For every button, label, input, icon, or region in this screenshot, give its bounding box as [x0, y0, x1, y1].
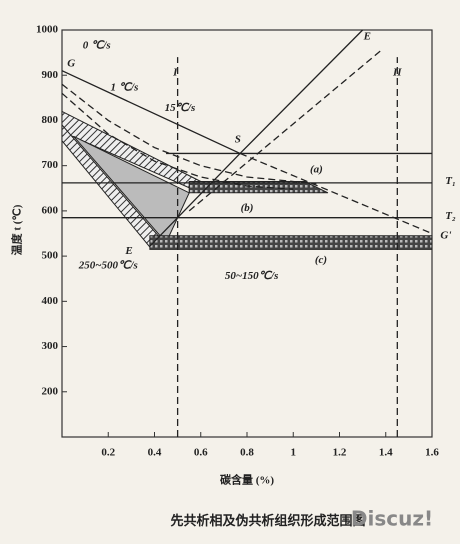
- x-tick-label: 0.8: [240, 447, 254, 459]
- annotation: 15℃/s: [165, 102, 196, 114]
- y-tick-label: 600: [42, 204, 59, 216]
- y-axis-label: 温度 t (℃): [10, 204, 24, 255]
- region: [149, 235, 433, 250]
- y-tick-label: 200: [42, 385, 59, 397]
- curve: [61, 83, 317, 185]
- annotation: E: [124, 245, 132, 257]
- annotation: II: [392, 66, 402, 78]
- annotation: T₁: [445, 175, 456, 187]
- curve: [239, 152, 433, 235]
- annotation: T₂: [445, 210, 456, 222]
- x-tick-label: 0.2: [101, 447, 115, 459]
- annotation: (a): [310, 164, 323, 176]
- annotation: E: [363, 30, 371, 42]
- watermark: Discuz!: [351, 507, 433, 531]
- annotation: 0 ℃/s: [83, 39, 111, 51]
- caption: 先共析相及伪共析组织形成范围图: [170, 513, 365, 528]
- annotation: 250~500℃/s: [78, 260, 138, 272]
- x-tick-label: 1.4: [379, 447, 393, 459]
- annotation: G: [67, 57, 75, 69]
- annotation: I: [172, 66, 178, 78]
- annotation: (c): [315, 254, 327, 266]
- y-tick-label: 1000: [36, 24, 59, 36]
- y-tick-label: 400: [42, 295, 59, 307]
- x-tick-label: 1: [291, 447, 297, 459]
- annotation: (b): [241, 202, 254, 214]
- curve: [149, 153, 241, 247]
- annotation: 1 ℃/s: [110, 81, 138, 93]
- annotation: G': [440, 229, 451, 241]
- y-tick-label: 900: [42, 69, 59, 81]
- y-tick-label: 800: [42, 114, 59, 126]
- curve: [61, 70, 241, 155]
- y-tick-label: 500: [42, 250, 59, 262]
- x-tick-label: 1.6: [425, 447, 439, 459]
- annotation: 50~150℃/s: [225, 270, 278, 282]
- x-tick-label: 0.6: [194, 447, 208, 459]
- curve: [239, 29, 364, 154]
- x-axis-label: 碳含量 (%): [220, 473, 274, 487]
- curve: [188, 49, 382, 212]
- annotation: S: [235, 133, 241, 145]
- y-tick-label: 700: [42, 159, 59, 171]
- y-tick-label: 300: [42, 340, 59, 352]
- x-tick-label: 1.2: [333, 447, 347, 459]
- x-tick-label: 0.4: [148, 447, 162, 459]
